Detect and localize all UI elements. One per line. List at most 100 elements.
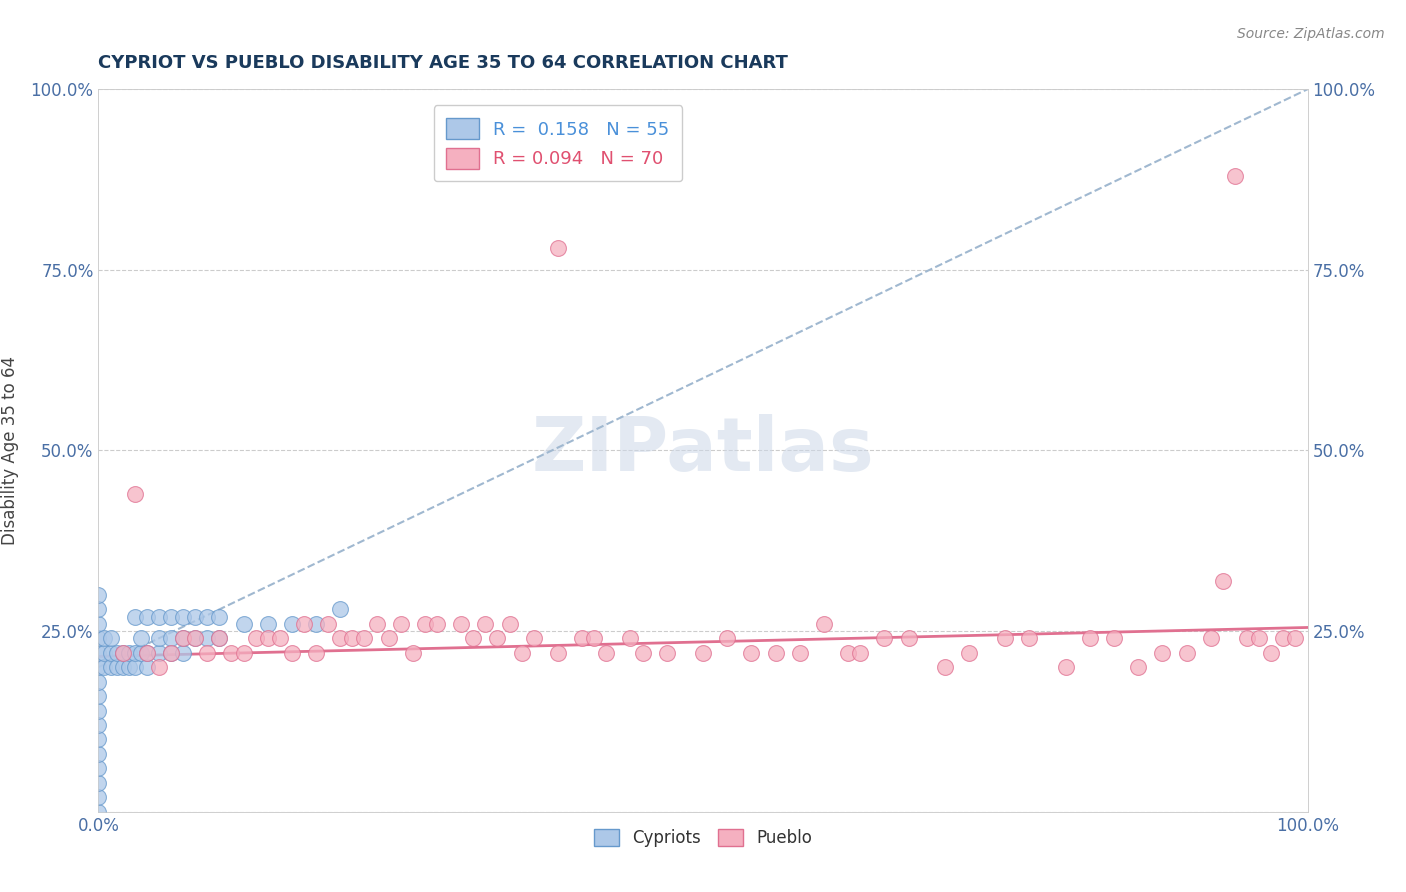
Point [716,632,738,646]
Point [619,632,641,646]
Point [292,616,315,631]
Point [148,660,170,674]
Point [135,646,157,660]
Point [124,646,146,660]
Point [87,790,110,805]
Point [510,646,533,660]
Point [1272,632,1295,646]
Point [184,609,207,624]
Point [100,660,122,674]
Point [329,602,352,616]
Point [765,646,787,660]
Point [100,646,122,660]
Text: ZIPatlas: ZIPatlas [531,414,875,487]
Point [897,632,920,646]
Point [281,616,304,631]
Point [269,632,291,646]
Point [118,660,141,674]
Point [353,632,375,646]
Point [366,616,388,631]
Point [837,646,859,660]
Point [1054,660,1077,674]
Point [87,616,110,631]
Y-axis label: Disability Age 35 to 64: Disability Age 35 to 64 [1,356,20,545]
Point [377,632,399,646]
Point [87,632,110,646]
Point [87,660,110,674]
Point [172,609,194,624]
Point [208,609,231,624]
Point [93,660,115,674]
Point [463,632,485,646]
Point [316,616,339,631]
Point [595,646,617,660]
Point [994,632,1017,646]
Point [135,609,157,624]
Point [631,646,654,660]
Point [135,660,157,674]
Point [160,646,183,660]
Point [256,632,278,646]
Point [148,632,170,646]
Point [281,646,304,660]
Point [305,616,328,631]
Point [523,632,546,646]
Point [87,602,110,616]
Point [583,632,606,646]
Point [1152,646,1174,660]
Point [160,632,183,646]
Point [87,646,110,660]
Point [105,646,128,660]
Point [124,609,146,624]
Point [172,646,194,660]
Point [87,718,110,732]
Point [1102,632,1125,646]
Point [195,646,218,660]
Point [305,646,328,660]
Point [245,632,267,646]
Point [740,646,762,660]
Point [1175,646,1198,660]
Point [342,632,364,646]
Point [692,646,714,660]
Point [172,632,194,646]
Point [118,646,141,660]
Point [148,646,170,660]
Point [498,616,520,631]
Point [232,646,254,660]
Point [329,632,352,646]
Point [1284,632,1306,646]
Point [111,646,134,660]
Point [1018,632,1040,646]
Point [160,646,183,660]
Point [87,805,110,819]
Point [124,487,146,501]
Point [135,646,157,660]
Point [934,660,956,674]
Point [160,609,183,624]
Point [1212,574,1234,588]
Point [1236,632,1258,646]
Point [105,660,128,674]
Point [1260,646,1282,660]
Point [789,646,811,660]
Text: CYPRIOT VS PUEBLO DISABILITY AGE 35 TO 64 CORRELATION CHART: CYPRIOT VS PUEBLO DISABILITY AGE 35 TO 6… [98,54,789,72]
Point [547,646,569,660]
Point [100,632,122,646]
Point [87,689,110,703]
Point [1223,169,1246,183]
Point [184,632,207,646]
Point [450,616,472,631]
Point [486,632,509,646]
Point [413,616,436,631]
Point [172,632,194,646]
Point [402,646,425,660]
Point [129,646,152,660]
Point [124,660,146,674]
Point [184,632,207,646]
Point [957,646,980,660]
Point [208,632,231,646]
Point [221,646,243,660]
Point [111,646,134,660]
Point [195,632,218,646]
